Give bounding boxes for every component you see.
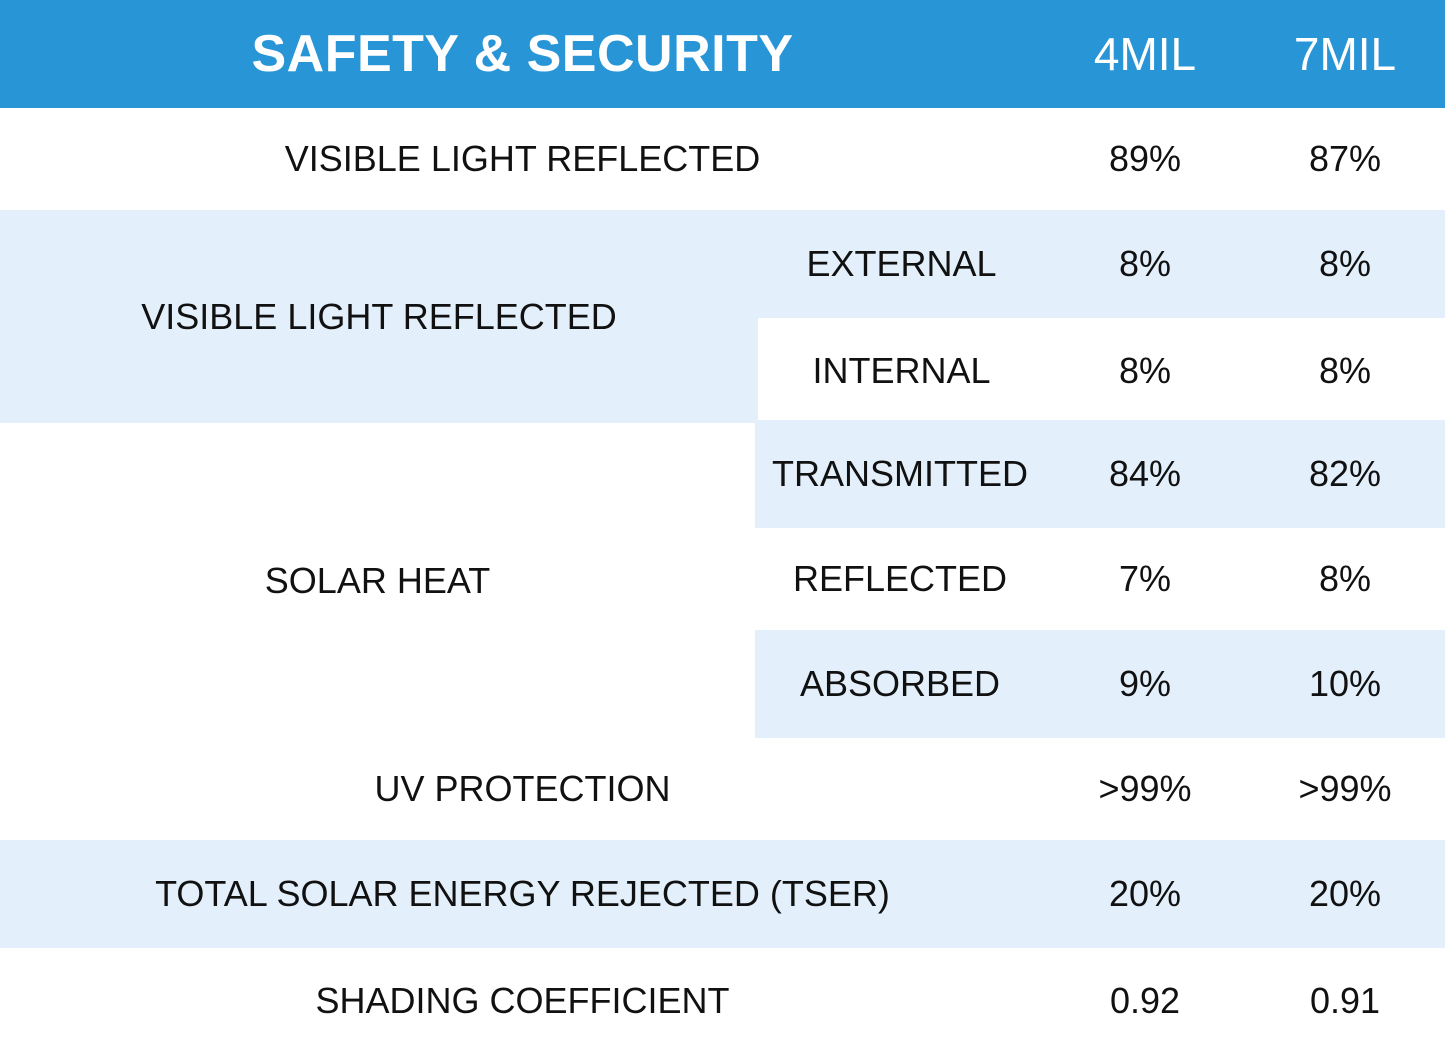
- row-label-uv: UV PROTECTION: [374, 768, 671, 809]
- table-header-bar: [0, 0, 1445, 108]
- row-label-shading: SHADING COEFFICIENT: [315, 979, 730, 1021]
- value-shading-4mil: 0.92: [1109, 979, 1181, 1021]
- value-reflected-4mil: 7%: [1118, 558, 1172, 599]
- table-title: SAFETY & SECURITY: [251, 25, 794, 83]
- row-bg-vlr-group: [0, 318, 758, 423]
- value-absorbed-4mil: 9%: [1118, 663, 1172, 704]
- row-bg-tser: [0, 840, 1445, 948]
- sub-label-reflected: REFLECTED: [792, 558, 1008, 599]
- value-vlr-4mil: 89%: [1108, 138, 1182, 179]
- value-external-4mil: 8%: [1118, 243, 1172, 284]
- row-bg-transmitted: [755, 420, 1445, 528]
- value-absorbed-7mil: 10%: [1308, 663, 1382, 704]
- sub-label-external: EXTERNAL: [806, 243, 997, 284]
- group-label-solar-heat: SOLAR HEAT: [264, 559, 491, 601]
- value-internal-7mil: 8%: [1318, 349, 1372, 391]
- group-label-vlr: VISIBLE LIGHT REFLECTED: [141, 295, 617, 337]
- value-transmitted-4mil: 84%: [1108, 453, 1182, 494]
- value-tser-7mil: 20%: [1308, 873, 1382, 914]
- sub-label-internal: INTERNAL: [812, 349, 991, 391]
- value-uv-4mil: >99%: [1098, 768, 1192, 809]
- value-external-7mil: 8%: [1318, 243, 1372, 284]
- value-tser-4mil: 20%: [1108, 873, 1182, 914]
- value-vlr-7mil: 87%: [1308, 138, 1382, 179]
- sub-label-absorbed: ABSORBED: [799, 663, 1001, 704]
- value-shading-7mil: 0.91: [1309, 979, 1381, 1021]
- column-header-7mil: 7MIL: [1293, 28, 1397, 80]
- value-internal-4mil: 8%: [1118, 349, 1172, 391]
- row-bg-external: [0, 210, 1445, 318]
- column-header-4mil: 4MIL: [1093, 28, 1197, 80]
- value-transmitted-7mil: 82%: [1308, 453, 1382, 494]
- value-uv-7mil: >99%: [1298, 768, 1392, 809]
- value-reflected-7mil: 8%: [1318, 558, 1372, 599]
- row-label-tser: TOTAL SOLAR ENERGY REJECTED (TSER): [155, 873, 890, 914]
- row-bg-absorbed: [755, 630, 1445, 738]
- sub-label-transmitted: TRANSMITTED: [772, 453, 1028, 494]
- row-label-vlr: VISIBLE LIGHT REFLECTED: [284, 138, 761, 179]
